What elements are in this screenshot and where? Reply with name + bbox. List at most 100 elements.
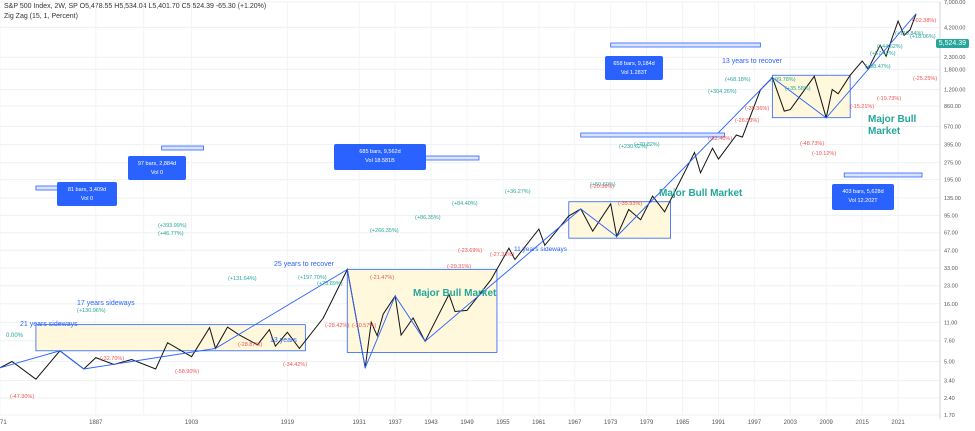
measure-info-line2: Vol 12.202T bbox=[848, 198, 878, 204]
zigzag-up-label: (+86.35%) bbox=[415, 215, 441, 221]
y-tick-label: 1.70 bbox=[944, 413, 955, 419]
x-tick-label: 1973 bbox=[604, 420, 618, 426]
measure-info-line1: 97 bars, 2,884d bbox=[138, 161, 176, 167]
x-tick-label: 1961 bbox=[532, 420, 546, 426]
zigzag-up-label: (+393.99%) bbox=[158, 223, 187, 229]
price-line bbox=[0, 13, 917, 380]
zigzag-down-label: (-34.42%) bbox=[283, 362, 307, 368]
measure-info-box bbox=[128, 156, 186, 180]
zigzag-down-label: (-27.33%) bbox=[490, 252, 514, 258]
chart-title: S&P 500 Index, 2W, SP O5,478.55 H5,534.0… bbox=[4, 3, 267, 10]
zigzag-down-label: (-39.36%) bbox=[745, 106, 769, 112]
x-tick-label: 2015 bbox=[855, 420, 869, 426]
zigzag-up-label: (+73.89%) bbox=[317, 281, 343, 287]
y-tick-label: 3.40 bbox=[944, 379, 955, 385]
x-tick-label: 1955 bbox=[496, 420, 510, 426]
x-tick-label: 1985 bbox=[676, 420, 690, 426]
annotation-25-years-recover: 25 years to recover bbox=[274, 261, 335, 268]
zigzag-down-label: (-30.57%) bbox=[352, 323, 376, 329]
x-tick-label: 1949 bbox=[460, 420, 474, 426]
y-tick-label: 1,800.00 bbox=[944, 67, 965, 73]
x-tick-label: 2021 bbox=[891, 420, 905, 426]
zigzag-up-label: (+98.47%) bbox=[865, 64, 891, 70]
zigzag-down-label: (-48.73%) bbox=[800, 141, 824, 147]
annotation-major-bull-3a: Major Bull bbox=[868, 114, 917, 125]
zigzag-up-label: (+197.70%) bbox=[298, 275, 327, 281]
zigzag-down-label: (-23.69%) bbox=[458, 248, 482, 254]
y-tick-label: 47.00 bbox=[944, 248, 958, 254]
zigzag-down-label: (-19.12%) bbox=[812, 151, 836, 157]
zigzag-up-label: (+266.35%) bbox=[370, 228, 399, 234]
range-box bbox=[568, 201, 671, 239]
zigzag-down-label: (-20.36%) bbox=[590, 184, 614, 190]
zigzag-down-label: (-15.21%) bbox=[850, 104, 874, 110]
zigzag-up-label: (+68.18%) bbox=[725, 77, 751, 83]
zigzag-down-label: (-35.93%) bbox=[618, 201, 642, 207]
y-tick-label: 860.00 bbox=[944, 104, 961, 110]
y-tick-label: 2.40 bbox=[944, 396, 955, 402]
indicator-label: Zig Zag (15, 1, Percent) bbox=[4, 13, 78, 20]
x-tick-label: 2003 bbox=[784, 420, 798, 426]
annotation-major-bull-2: Major Bull Market bbox=[659, 188, 743, 199]
annotation-17-years-sideways: 17 years sideways bbox=[77, 300, 135, 307]
zigzag-up-label: (+36.27%) bbox=[505, 189, 531, 195]
y-tick-label: 95.00 bbox=[944, 213, 958, 219]
zigzag-down-label: (-02.38%) bbox=[912, 18, 936, 24]
zigzag-down-label: (-58.90%) bbox=[175, 369, 199, 375]
y-tick-label: 135.00 bbox=[944, 196, 961, 202]
zigzag-up-label: (+84.40%) bbox=[452, 201, 478, 207]
duration-ruler bbox=[161, 145, 204, 151]
x-tick-label: 1871 bbox=[0, 420, 7, 426]
duration-ruler bbox=[610, 42, 761, 48]
measure-info-line1: 658 bars, 9,184d bbox=[613, 61, 654, 67]
x-tick-label: 1943 bbox=[424, 420, 438, 426]
zigzag-up-label: (+46.77%) bbox=[158, 231, 184, 237]
zigzag-down-label: (-32.40%) bbox=[708, 136, 732, 142]
y-tick-label: 275.00 bbox=[944, 161, 961, 167]
measure-info-box bbox=[832, 184, 894, 210]
measure-info-box bbox=[334, 144, 426, 170]
measure-info-line2: Vol 1.283T bbox=[621, 70, 648, 76]
annotation-major-bull-3b: Market bbox=[868, 126, 901, 137]
zigzag-down-label: (-19.73%) bbox=[877, 96, 901, 102]
y-tick-label: 1,200.00 bbox=[944, 88, 965, 94]
x-tick-label: 1937 bbox=[388, 420, 402, 426]
x-tick-label: 1931 bbox=[353, 420, 367, 426]
y-tick-label: 16.00 bbox=[944, 302, 958, 308]
annotation-11-years-sideways: 11 years sideways bbox=[514, 246, 568, 253]
x-tick-label: 1991 bbox=[712, 420, 726, 426]
measure-info-line1: 685 bars, 9,562d bbox=[359, 149, 400, 155]
zigzag-down-label: (-32.70%) bbox=[100, 356, 124, 362]
zigzag-down-label: (-28.42%) bbox=[325, 323, 349, 329]
zigzag-down-label: (-29.31%) bbox=[447, 264, 471, 270]
zigzag-down-label: (-21.47%) bbox=[370, 275, 394, 281]
range-box bbox=[35, 324, 306, 352]
last-price-tag: 5,524.39 bbox=[935, 39, 969, 48]
zigzag-up-label: (+119.84%) bbox=[895, 31, 923, 37]
x-tick-label: 1967 bbox=[568, 420, 582, 426]
zigzag-up-label: (+99.78%) bbox=[770, 77, 796, 83]
annotation-major-bull-1: Major Bull Market bbox=[413, 288, 497, 299]
y-tick-label: 7,000.00 bbox=[944, 0, 965, 6]
zigzag-up-label: (+44.62%) bbox=[877, 44, 903, 50]
zigzag-up-label: (+18.06%) bbox=[910, 34, 936, 40]
zigzag-up-label: (+131.64%) bbox=[228, 276, 257, 282]
y-tick-label: 23.00 bbox=[944, 284, 958, 290]
zigzag-down-label: (-28.87%) bbox=[238, 342, 262, 348]
x-tick-label: 1997 bbox=[748, 420, 762, 426]
pct-label-left: 0.00% bbox=[6, 333, 24, 339]
measure-info-line2: Vol 18.581B bbox=[365, 158, 395, 164]
x-tick-label: 1919 bbox=[281, 420, 295, 426]
zigzag-down-label: (-25.25%) bbox=[913, 76, 937, 82]
zigzag-up-label: (+130.96%) bbox=[77, 308, 106, 314]
range-box bbox=[346, 268, 498, 353]
annotation-13-years: 13 years bbox=[270, 337, 297, 344]
y-tick-label: 395.00 bbox=[944, 143, 961, 149]
x-tick-label: 1887 bbox=[89, 420, 103, 426]
zigzag-up-label: (+230.62%) bbox=[619, 144, 648, 150]
x-tick-label: 2009 bbox=[820, 420, 834, 426]
duration-ruler bbox=[580, 132, 725, 138]
y-tick-label: 11.00 bbox=[944, 320, 957, 326]
measure-info-line2: Vol 0 bbox=[81, 196, 93, 202]
